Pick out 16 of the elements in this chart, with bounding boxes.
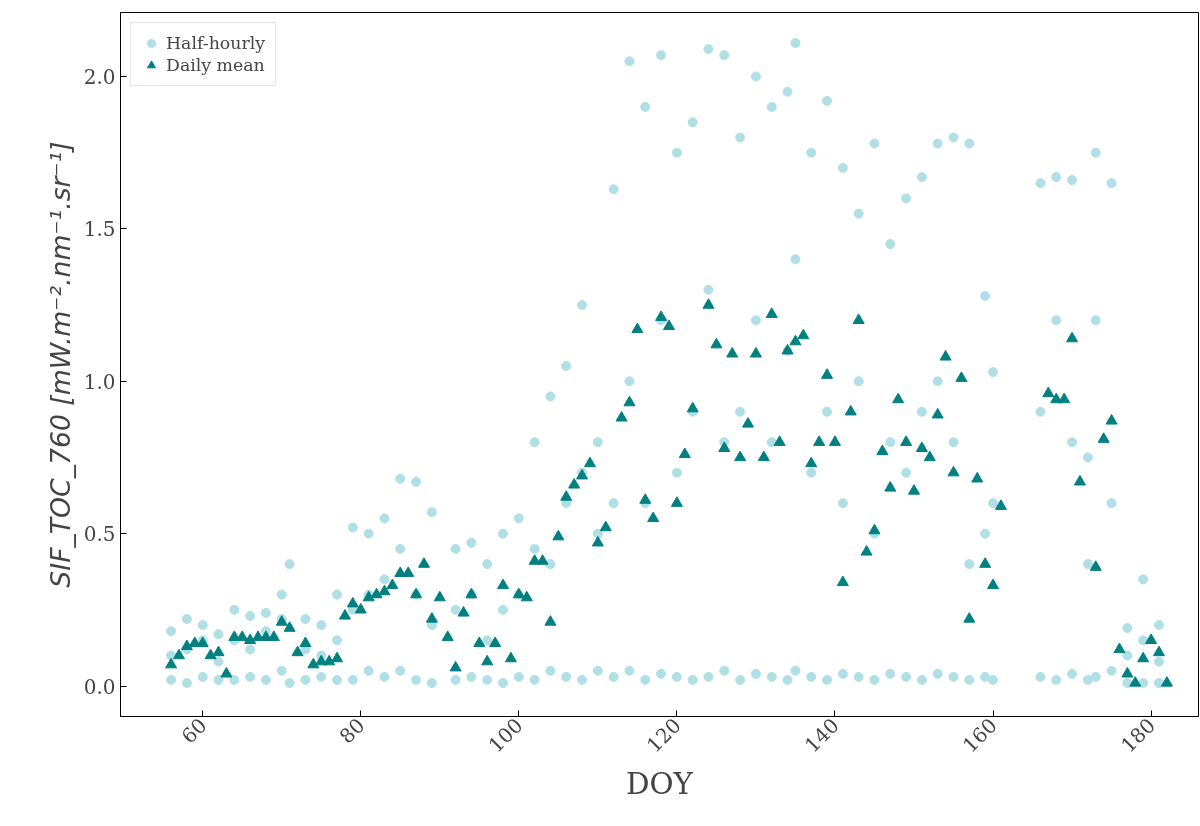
- x-tick-label: 120: [641, 713, 686, 758]
- y-axis-title: SIF_TOC_760 [mW.m⁻².nm⁻¹.sr⁻¹]: [44, 141, 76, 588]
- y-tick-label: 2.0: [83, 65, 116, 89]
- x-tick-label: 160: [957, 713, 1002, 758]
- x-axis-title: DOY: [626, 767, 694, 802]
- x-tick-label: 140: [799, 713, 844, 758]
- y-tick-label: 1.5: [83, 217, 116, 242]
- x-tick-label: 180: [1115, 713, 1160, 758]
- x-tick-label: 100: [483, 713, 528, 758]
- y-tick-label: 1.0: [83, 369, 116, 394]
- y-tick-label: 0.0: [83, 674, 116, 699]
- legend-label: Daily mean: [166, 55, 265, 75]
- legend-label: Half-hourly: [166, 33, 266, 53]
- x-tick-label: 60: [176, 713, 212, 749]
- x-tick-label: 80: [334, 713, 370, 749]
- y-tick-label: 0.5: [83, 522, 116, 547]
